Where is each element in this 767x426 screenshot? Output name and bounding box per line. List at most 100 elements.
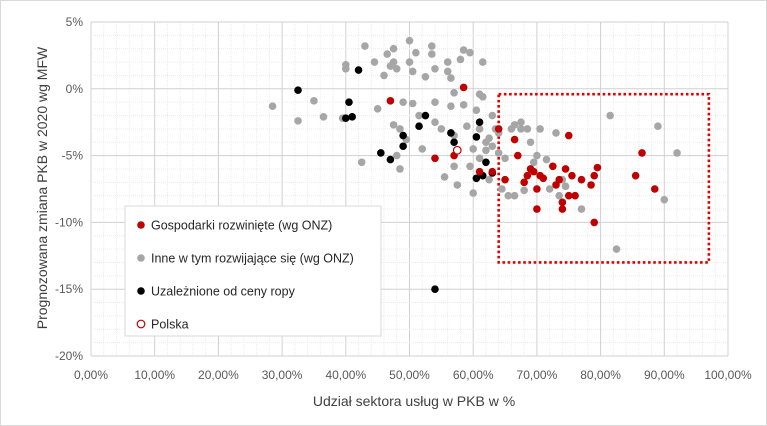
tick-labels: 0,00% 10,00% 20,00% 30,00% 40,00% 50,00% 60,00… [55, 15, 752, 382]
point-oil [482, 158, 490, 167]
point-developed [386, 97, 395, 105]
x-tick-label: 0,00% [74, 368, 108, 382]
point-other [418, 145, 427, 153]
point-other [392, 151, 401, 160]
point-other [545, 185, 554, 193]
point-other [466, 162, 474, 171]
point-other [472, 106, 481, 114]
x-tick-label: 50,00% [389, 368, 430, 382]
point-other [431, 118, 439, 126]
point-other [431, 64, 439, 73]
point-other [517, 118, 525, 126]
point-other [389, 58, 398, 66]
legend: Gospodarki rozwinięte (wg ONZ) Inne w tym… [124, 205, 382, 337]
x-tick-label: 80,00% [580, 368, 621, 382]
point-other [310, 97, 318, 105]
point-developed [523, 171, 532, 180]
point-other [498, 185, 506, 193]
point-other [431, 98, 439, 106]
point-other [494, 149, 503, 157]
point-developed [590, 218, 599, 227]
point-developed [488, 167, 497, 176]
y-tick-label: -10% [55, 215, 83, 229]
point-other [361, 42, 369, 50]
point-oil [377, 149, 385, 157]
point-developed [590, 171, 599, 180]
point-other [383, 50, 392, 58]
point-oil [431, 285, 439, 294]
point-other [504, 191, 513, 200]
point-developed [529, 167, 538, 176]
point-other [552, 129, 560, 137]
x-tick-label: 10,00% [134, 368, 175, 382]
point-other [469, 189, 478, 197]
point-other [660, 195, 669, 204]
point-other [453, 181, 462, 189]
point-developed [571, 191, 579, 200]
x-tick-label: 100,00% [704, 368, 752, 382]
point-other [373, 105, 382, 113]
point-other [396, 125, 404, 133]
point-other [459, 46, 468, 54]
point-other [459, 101, 468, 109]
legend-items: Gospodarki rozwinięte (wg ONZ) Inne w tym… [136, 219, 354, 332]
point-oil [421, 111, 430, 120]
x-tick-label: 60,00% [453, 368, 494, 382]
point-other [412, 48, 420, 57]
point-other [510, 191, 519, 200]
point-developed [533, 185, 541, 193]
point-developed [631, 171, 640, 180]
point-developed [561, 165, 570, 173]
point-other [370, 58, 379, 66]
point-developed [459, 83, 468, 92]
point-other [478, 58, 487, 66]
point-other [427, 42, 436, 50]
point-developed [564, 191, 573, 200]
point-other [501, 154, 509, 163]
point-other [396, 165, 404, 173]
point-other [408, 67, 417, 76]
point-developed [558, 205, 567, 213]
point-other [357, 158, 366, 167]
point-other [577, 205, 586, 213]
point-other [517, 125, 525, 133]
point-other [529, 158, 538, 167]
point-other [456, 55, 465, 64]
point-other [475, 125, 484, 133]
point-oil [354, 66, 363, 74]
y-axis-title: Prognozowana zmiana PKB w 2020 wg MFW [34, 46, 50, 329]
point-other [450, 89, 458, 97]
point-developed [555, 175, 563, 184]
point-oil [415, 122, 423, 131]
point-developed [558, 198, 567, 207]
point-other [478, 93, 487, 101]
point-other [654, 122, 662, 131]
point-other [463, 122, 471, 131]
point-oil [475, 118, 484, 126]
y-tick-label: 5% [66, 15, 84, 29]
point-developed [520, 178, 528, 187]
point-oil [348, 113, 356, 121]
point-other [488, 111, 497, 120]
x-tick-label: 20,00% [198, 368, 239, 382]
point-oil [399, 142, 407, 151]
point-other [482, 146, 490, 155]
point-other [523, 125, 532, 133]
point-other [380, 71, 388, 80]
highlight-region [497, 92, 711, 264]
point-oil [447, 129, 455, 137]
point-other [485, 175, 493, 184]
legend-label-developed: Gospodarki rozwinięte (wg ONZ) [151, 219, 332, 233]
point-polska [452, 145, 462, 155]
point-other [342, 64, 350, 73]
point-other [536, 125, 544, 133]
y-tick-label: -20% [55, 349, 83, 363]
point-other [437, 125, 446, 133]
x-axis-title: Udział sektora usług w PKB w % [313, 393, 515, 409]
point-oil [450, 138, 458, 147]
data-points [268, 36, 681, 294]
point-developed [431, 154, 439, 163]
point-developed [638, 149, 646, 157]
point-developed [494, 125, 503, 133]
point-oil [345, 98, 353, 106]
